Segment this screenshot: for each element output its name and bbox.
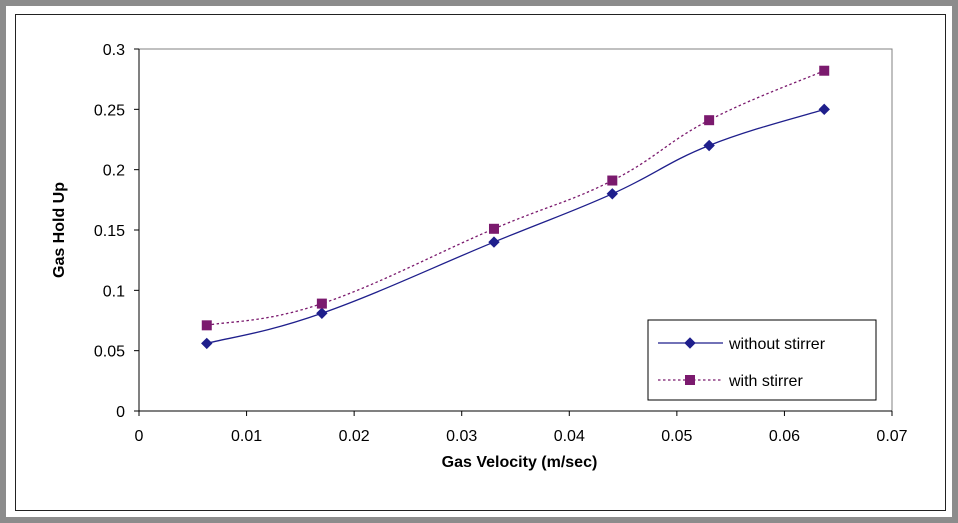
data-point (819, 65, 830, 76)
legend-item: without stirrer (658, 336, 826, 353)
data-point (704, 115, 715, 126)
x-tick-label: 0.05 (661, 428, 692, 445)
chart-area (15, 14, 946, 511)
tick-labels: 0 0.01 0.02 0.03 0.04 0.05 0.06 0.07 0 0.05 0.1 0.1… (94, 42, 908, 445)
legend-item: with stirrer (658, 373, 803, 390)
y-tick-label: 0.25 (94, 102, 125, 119)
x-tick-label: 0.07 (876, 428, 907, 445)
data-point (488, 223, 499, 234)
legend-marker (684, 337, 696, 349)
legend-label: without stirrer (728, 336, 826, 353)
x-tick-label: 0.03 (446, 428, 477, 445)
series-line (206, 70, 825, 326)
y-tick-label: 0.3 (103, 42, 125, 59)
x-tick-label: 0.06 (769, 428, 800, 445)
data-point (201, 320, 212, 331)
data-point (316, 307, 328, 319)
x-tick-label: 0.01 (231, 428, 262, 445)
x-tick-label: 0 (135, 428, 144, 445)
series-line (206, 108, 825, 345)
legend-label: with stirrer (728, 373, 803, 390)
data-point (316, 298, 327, 309)
data-point (703, 139, 715, 152)
data-point (607, 175, 618, 186)
data-point (818, 103, 830, 116)
x-tick-label: 0.02 (339, 428, 370, 445)
series-with-stirrer (201, 65, 830, 331)
legend: without stirrer with stirrer (647, 319, 877, 401)
legend-box (647, 319, 877, 401)
y-tick-label: 0.15 (94, 223, 125, 240)
series-without-stirrer (201, 103, 830, 350)
legend-marker (685, 375, 695, 385)
y-tick-label: 0.2 (103, 163, 125, 180)
data-point (201, 337, 213, 350)
data-point (488, 236, 500, 248)
x-tick-label: 0.04 (554, 428, 585, 445)
y-tick-label: 0.05 (94, 344, 125, 361)
y-axis-title: Gas Hold Up (51, 182, 68, 278)
y-tick-label: 0.1 (103, 283, 125, 300)
x-axis-title: Gas Velocity (m/sec) (442, 454, 598, 471)
y-tick-label: 0 (116, 404, 125, 421)
data-point (606, 188, 619, 200)
series-layer (201, 65, 830, 350)
